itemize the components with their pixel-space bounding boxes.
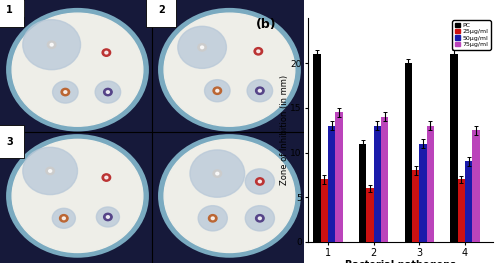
Bar bbox=[152, 0, 304, 132]
Circle shape bbox=[256, 215, 264, 222]
Circle shape bbox=[6, 8, 149, 132]
Circle shape bbox=[164, 13, 295, 126]
Circle shape bbox=[50, 43, 53, 46]
Circle shape bbox=[106, 91, 110, 93]
Circle shape bbox=[48, 170, 51, 172]
Bar bbox=[381, 117, 388, 242]
Bar bbox=[320, 179, 328, 242]
Bar bbox=[152, 132, 304, 263]
Circle shape bbox=[247, 80, 272, 102]
Bar bbox=[458, 179, 465, 242]
Bar bbox=[405, 63, 412, 242]
Circle shape bbox=[198, 44, 206, 51]
Circle shape bbox=[105, 51, 108, 54]
Circle shape bbox=[95, 81, 120, 103]
Circle shape bbox=[198, 206, 228, 231]
Circle shape bbox=[216, 172, 219, 175]
Circle shape bbox=[52, 208, 76, 228]
Circle shape bbox=[178, 26, 226, 68]
Bar bbox=[374, 126, 381, 242]
Bar bbox=[426, 126, 434, 242]
Circle shape bbox=[105, 176, 108, 179]
Circle shape bbox=[104, 88, 112, 96]
Circle shape bbox=[254, 48, 262, 55]
Bar bbox=[359, 144, 366, 242]
Circle shape bbox=[246, 169, 274, 194]
Circle shape bbox=[12, 13, 143, 126]
Bar bbox=[412, 170, 420, 242]
Circle shape bbox=[12, 139, 143, 252]
Circle shape bbox=[158, 134, 301, 258]
Circle shape bbox=[52, 81, 78, 103]
Bar bbox=[420, 144, 426, 242]
Bar bbox=[314, 54, 320, 242]
Bar bbox=[0, 132, 152, 263]
Circle shape bbox=[62, 217, 66, 220]
Text: 2: 2 bbox=[158, 5, 165, 15]
Circle shape bbox=[208, 215, 217, 222]
Circle shape bbox=[96, 207, 120, 227]
Circle shape bbox=[256, 178, 264, 185]
Circle shape bbox=[102, 49, 110, 56]
Circle shape bbox=[213, 87, 222, 94]
Legend: PC, 25μg/ml, 50μg/ml, 75μg/ml: PC, 25μg/ml, 50μg/ml, 75μg/ml bbox=[452, 20, 490, 50]
Circle shape bbox=[258, 89, 262, 92]
Bar bbox=[472, 130, 480, 242]
Circle shape bbox=[64, 91, 67, 93]
Circle shape bbox=[257, 50, 260, 53]
Bar bbox=[465, 161, 472, 242]
Y-axis label: Zone of Inhibition (in mm): Zone of Inhibition (in mm) bbox=[280, 75, 289, 185]
Circle shape bbox=[106, 216, 110, 218]
Circle shape bbox=[246, 206, 274, 231]
Circle shape bbox=[48, 41, 56, 48]
Circle shape bbox=[200, 46, 203, 49]
Circle shape bbox=[158, 8, 301, 132]
Circle shape bbox=[190, 150, 244, 197]
Circle shape bbox=[23, 20, 80, 70]
Circle shape bbox=[258, 217, 262, 220]
Text: 1: 1 bbox=[6, 5, 13, 15]
Circle shape bbox=[164, 139, 295, 252]
Circle shape bbox=[61, 88, 70, 96]
Circle shape bbox=[216, 89, 219, 92]
Bar bbox=[336, 112, 342, 242]
Bar bbox=[366, 188, 374, 242]
Circle shape bbox=[46, 167, 54, 175]
Circle shape bbox=[213, 170, 222, 177]
Circle shape bbox=[23, 147, 78, 195]
Bar bbox=[450, 54, 458, 242]
Circle shape bbox=[258, 180, 262, 183]
Circle shape bbox=[204, 80, 230, 102]
Circle shape bbox=[60, 215, 68, 222]
Text: (b): (b) bbox=[256, 18, 276, 31]
Text: (a): (a) bbox=[3, 3, 24, 16]
Text: 3: 3 bbox=[6, 137, 13, 147]
Circle shape bbox=[211, 217, 214, 220]
X-axis label: Bacterial pathogens: Bacterial pathogens bbox=[344, 260, 456, 263]
Circle shape bbox=[104, 213, 112, 221]
Circle shape bbox=[102, 174, 110, 181]
Bar bbox=[328, 126, 336, 242]
Bar bbox=[0, 0, 152, 132]
Circle shape bbox=[6, 134, 149, 258]
Circle shape bbox=[256, 87, 264, 94]
